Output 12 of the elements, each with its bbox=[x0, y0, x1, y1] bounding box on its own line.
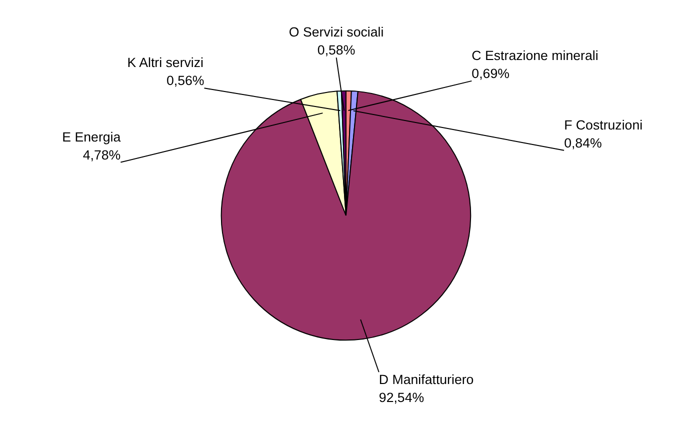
slice-label: F Costruzioni bbox=[564, 117, 643, 132]
data-label: 4,78% bbox=[82, 147, 121, 162]
slice-label: K Altri servizi bbox=[127, 55, 204, 70]
slice-label: E Energia bbox=[62, 129, 122, 144]
data-label: 0,56% bbox=[166, 73, 204, 88]
data-label: 92,54% bbox=[378, 390, 424, 406]
data-label: 0,58% bbox=[317, 42, 356, 58]
data-label: 0,69% bbox=[472, 66, 510, 81]
data-label: 0,84% bbox=[564, 135, 602, 150]
slice-label: D Manifatturiero bbox=[378, 372, 474, 388]
slice-label: O Servizi sociali bbox=[288, 24, 384, 40]
slice-label: C Estrazione minerali bbox=[472, 48, 598, 63]
